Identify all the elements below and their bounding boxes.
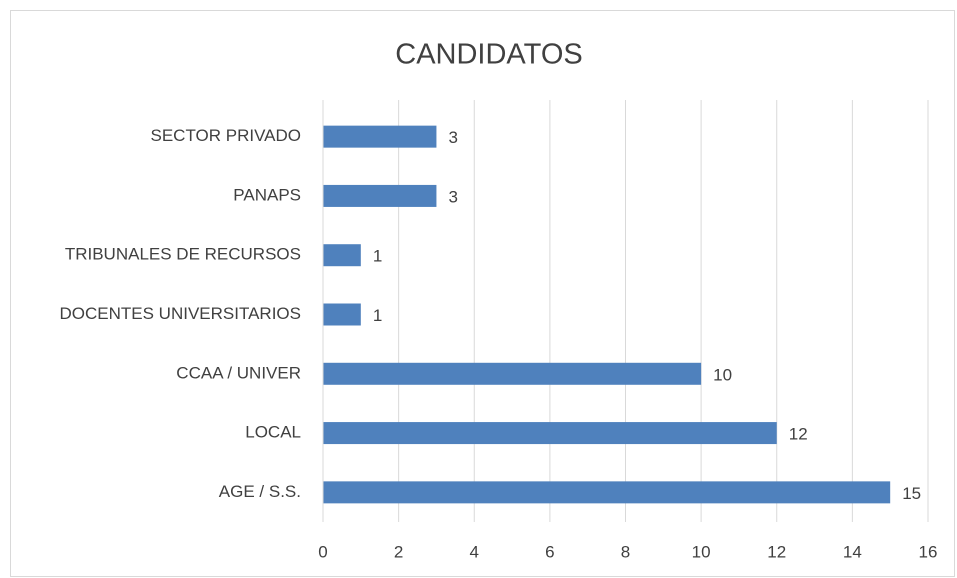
x-tick-label: 16	[919, 542, 938, 561]
bar	[323, 125, 437, 148]
data-label: 3	[448, 128, 457, 147]
bar	[323, 184, 437, 207]
x-tick-label: 12	[767, 542, 786, 561]
bar	[323, 422, 777, 445]
x-tick-label: 6	[545, 542, 554, 561]
x-tick-label: 14	[843, 542, 862, 561]
chart-title: CANDIDATOS	[395, 39, 582, 71]
y-tick-label: LOCAL	[245, 423, 301, 442]
bar	[323, 244, 361, 267]
y-tick-label: DOCENTES UNIVERSITARIOS	[60, 304, 302, 323]
x-tick-label: 2	[394, 542, 403, 561]
bar	[323, 481, 891, 504]
x-tick-label: 4	[470, 542, 479, 561]
y-tick-label: PANAPS	[233, 185, 301, 204]
x-tick-label: 0	[318, 542, 327, 561]
y-tick-label: TRIBUNALES DE RECURSOS	[65, 245, 301, 264]
bar	[323, 362, 702, 385]
y-tick-label: CCAA / UNIVER	[176, 363, 301, 382]
data-label: 3	[448, 187, 457, 206]
y-tick-label: AGE / S.S.	[219, 482, 301, 501]
data-label: 12	[789, 425, 808, 444]
data-label: 1	[373, 306, 382, 325]
data-label: 15	[902, 484, 921, 503]
bar	[323, 303, 361, 326]
y-tick-label: SECTOR PRIVADO	[150, 126, 301, 145]
x-tick-label: 8	[621, 542, 630, 561]
data-label: 1	[373, 247, 382, 266]
data-label: 10	[713, 365, 732, 384]
x-tick-label: 10	[692, 542, 711, 561]
